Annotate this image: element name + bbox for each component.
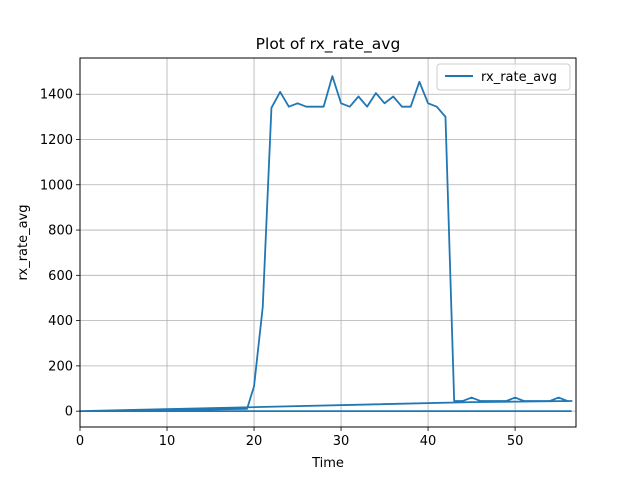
legend: rx_rate_avg: [436, 63, 571, 91]
chart-title: Plot of rx_rate_avg: [256, 35, 401, 54]
x-tick-label: 30: [333, 434, 350, 449]
x-tick-label: 50: [507, 434, 524, 449]
y-tick-label: 1200: [40, 133, 73, 148]
legend-entry-rx-rate-avg: rx_rate_avg: [481, 70, 557, 85]
grid-lines: [79, 58, 576, 427]
y-tick-label: 1400: [40, 88, 73, 103]
series-layer: [79, 75, 573, 413]
series-line-rx-rate-avg: [79, 75, 573, 413]
plot-frame: [79, 57, 577, 428]
x-tick-label: 0: [76, 434, 84, 449]
y-tick-label: 800: [48, 224, 73, 239]
y-axis-label: rx_rate_avg: [16, 204, 31, 280]
y-tick-label: 600: [48, 269, 73, 284]
x-tick-label: 10: [159, 434, 176, 449]
x-axis-label: Time: [311, 456, 344, 471]
y-tick-label: 0: [65, 405, 73, 420]
axis-ticks: 0 10 20 30 40 50 0 200 400 600 800 1000 1200 1400: [40, 88, 523, 449]
y-tick-label: 400: [48, 314, 73, 329]
legend-box: [436, 63, 571, 91]
x-tick-label: 40: [420, 434, 437, 449]
y-tick-label: 200: [48, 359, 73, 374]
y-tick-label: 1000: [40, 178, 73, 193]
x-tick-label: 20: [246, 434, 263, 449]
